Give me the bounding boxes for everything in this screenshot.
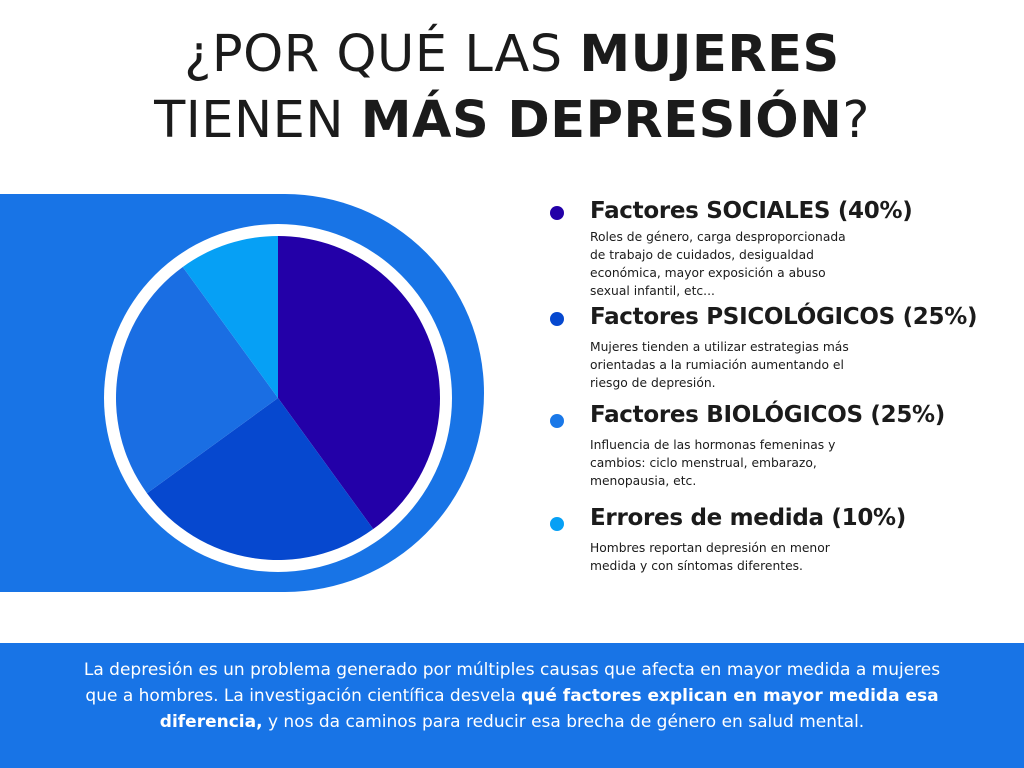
- title-line-2: TIENEN MÁS DEPRESIÓN?: [0, 88, 1024, 154]
- pie-slice-1: [278, 236, 441, 530]
- legend-title: Factores SOCIALES (40%): [590, 198, 913, 224]
- legend-title: Errores de medida (10%): [590, 505, 906, 531]
- title-line-1-bold: MUJERES: [579, 25, 840, 84]
- pie-slice-4: [182, 236, 278, 398]
- title-line-2-end: ?: [842, 91, 870, 150]
- pie-slice-3: [116, 266, 278, 494]
- legend-dot-icon: [550, 517, 564, 531]
- title-line-1: ¿POR QUÉ LAS MUJERES: [0, 22, 1024, 88]
- footer-text-start: La depresión es un problema generado por…: [83, 660, 941, 706]
- title-line-2-normal: TIENEN: [154, 91, 361, 150]
- legend-description: Roles de género, carga desproporcionada …: [590, 230, 846, 298]
- legend-description: Influencia de las hormonas femeninas y c…: [590, 438, 836, 488]
- legend-dot-icon: [550, 414, 564, 428]
- legend-dot-icon: [550, 206, 564, 220]
- title-line-2-bold: MÁS DEPRESIÓN: [360, 91, 843, 150]
- legend-description: Hombres reportan depresión en menor medi…: [590, 541, 830, 573]
- pie-slice-2: [146, 398, 374, 560]
- footer-text-end: y nos da caminos para reducir esa brecha…: [262, 712, 865, 732]
- footer-text-bold: qué factores explican en mayor medida es…: [159, 686, 939, 732]
- pie-chart: [116, 236, 441, 560]
- footer-banner: La depresión es un problema generado por…: [0, 643, 1024, 768]
- page-title: ¿POR QUÉ LAS MUJERES TIENEN MÁS DEPRESIÓ…: [0, 22, 1024, 154]
- legend-description: Mujeres tienden a utilizar estrategias m…: [590, 340, 849, 390]
- legend-title: Factores BIOLÓGICOS (25%): [590, 402, 945, 428]
- legend-dot-icon: [550, 312, 564, 326]
- legend-title: Factores PSICOLÓGICOS (25%): [590, 304, 978, 330]
- title-line-1-normal: ¿POR QUÉ LAS: [184, 25, 580, 84]
